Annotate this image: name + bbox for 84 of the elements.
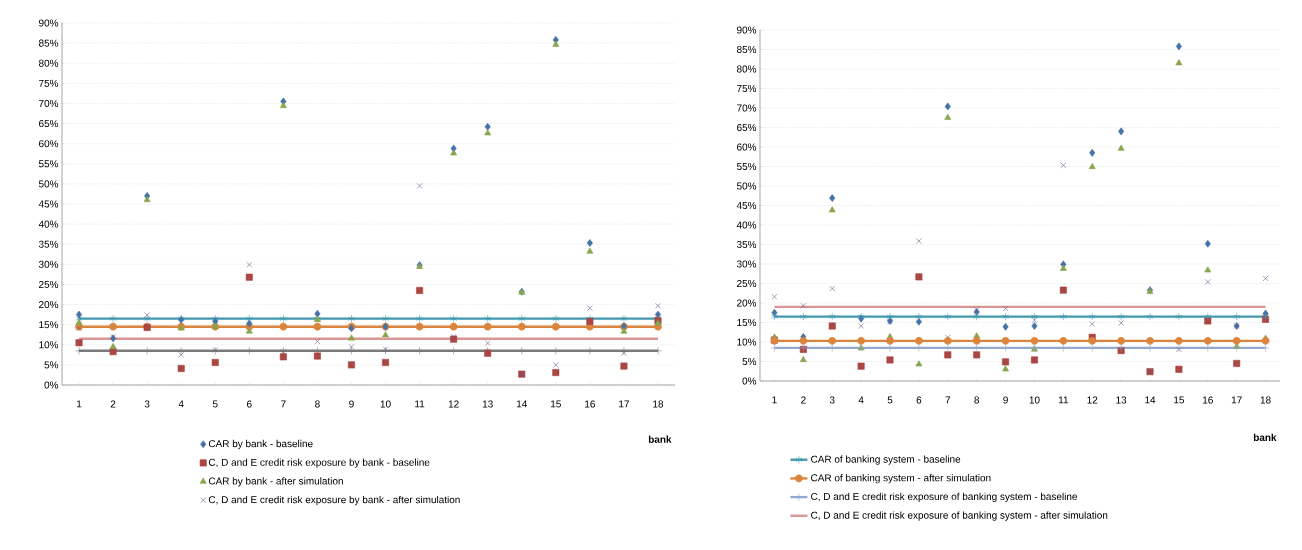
y-tick-label: 45% [736,201,757,209]
legend-label: CAR by bank - after simulation [208,477,343,487]
x-tick-label: 4 [178,400,184,408]
x-tick-label: 11 [415,400,425,408]
y-tick-label: 55% [736,162,757,171]
y-tick-label: 40% [736,221,757,229]
legend-label: CAR by bank - baseline [208,439,313,450]
y-tick-label: 60% [737,143,757,151]
x-tick-label: 10 [380,400,391,408]
x-tick-label: 17 [619,400,629,408]
x-tick-label: 17 [1231,396,1242,404]
x-tick-label: 3 [144,400,150,408]
y-tick-label: 80% [736,65,757,73]
x-tick-label: 9 [1003,396,1008,404]
x-axis-title: bank [1253,433,1277,441]
y-tick-label: 70% [737,104,757,112]
x-tick-label: 1 [772,396,777,404]
y-tick-label: 65% [39,120,59,128]
y-tick-label: 35% [736,240,757,249]
y-tick-label: 35% [38,240,59,248]
x-tick-label: 16 [585,400,595,408]
x-tick-label: 13 [482,400,493,408]
y-tick-label: 40% [38,220,59,228]
y-tick-label: 0% [742,377,757,385]
x-tick-label: 13 [1116,396,1127,404]
y-tick-label: 25% [39,280,59,288]
x-axis-title: bank [648,435,672,443]
legend-label: C, D and E credit risk exposure by bank - after simulation [208,495,460,506]
y-tick-label: 20% [39,301,59,309]
y-tick-label: 45% [38,200,59,208]
x-tick-label: 2 [110,400,116,408]
y-tick-label: 10% [39,341,59,349]
y-tick-label: 90% [39,19,59,27]
x-tick-label: 8 [315,400,320,408]
x-tick-label: 10 [1029,396,1040,404]
y-tick-label: 5% [742,357,757,365]
y-tick-label: 10% [737,338,757,346]
x-tick-label: 14 [516,400,527,408]
y-tick-label: 30% [736,260,757,268]
y-tick-label: 15% [39,321,59,329]
x-tick-label: 4 [858,396,864,404]
y-tick-label: 30% [38,260,59,268]
y-tick-label: 90% [737,26,757,34]
y-tick-label: 0% [44,381,59,389]
y-tick-label: 65% [737,123,757,132]
legend-label: CAR of banking system - baseline [811,455,961,465]
x-tick-label: 14 [1145,396,1156,404]
x-tick-label: 5 [212,400,218,408]
x-tick-label: 15 [1174,396,1185,404]
y-tick-label: 75% [39,79,59,87]
legend-label: C, D and E credit risk exposure by bank - baseline [208,458,430,468]
x-tick-label: 3 [829,396,835,404]
x-tick-label: 7 [945,396,951,404]
x-tick-label: 16 [1203,396,1213,404]
y-tick-label: 55% [38,160,59,168]
x-tick-label: 8 [974,396,980,404]
y-tick-label: 25% [737,279,757,288]
y-tick-label: 15% [737,318,757,326]
legend-label: C, D and E credit risk exposure of banking system - after simulation [811,511,1108,521]
x-tick-label: 6 [247,400,252,408]
x-tick-label: 18 [653,400,664,408]
y-tick-label: 20% [737,299,757,307]
legend-label: CAR of banking system - after simulation [811,474,991,484]
x-tick-label: 6 [916,396,922,404]
x-tick-label: 12 [1087,396,1098,404]
x-tick-label: 18 [1260,396,1271,404]
y-tick-label: 85% [736,45,757,54]
x-tick-label: 12 [448,400,459,408]
y-tick-label: 50% [38,180,59,188]
x-tick-label: 1 [77,400,82,408]
x-tick-label: 2 [801,396,806,404]
x-tick-label: 7 [281,400,286,408]
x-tick-label: 9 [349,400,354,408]
y-tick-label: 50% [736,182,757,190]
y-tick-label: 85% [38,39,59,47]
x-tick-label: 15 [551,400,561,408]
y-tick-label: 60% [39,140,59,148]
y-tick-label: 70% [39,99,59,107]
y-tick-label: 75% [737,84,757,93]
x-tick-label: 5 [887,396,893,404]
x-tick-label: 11 [1058,396,1069,404]
legend-label: C, D and E credit risk exposure of banking system - baseline [811,492,1077,503]
y-tick-label: 5% [44,361,59,369]
y-tick-label: 80% [38,59,59,67]
